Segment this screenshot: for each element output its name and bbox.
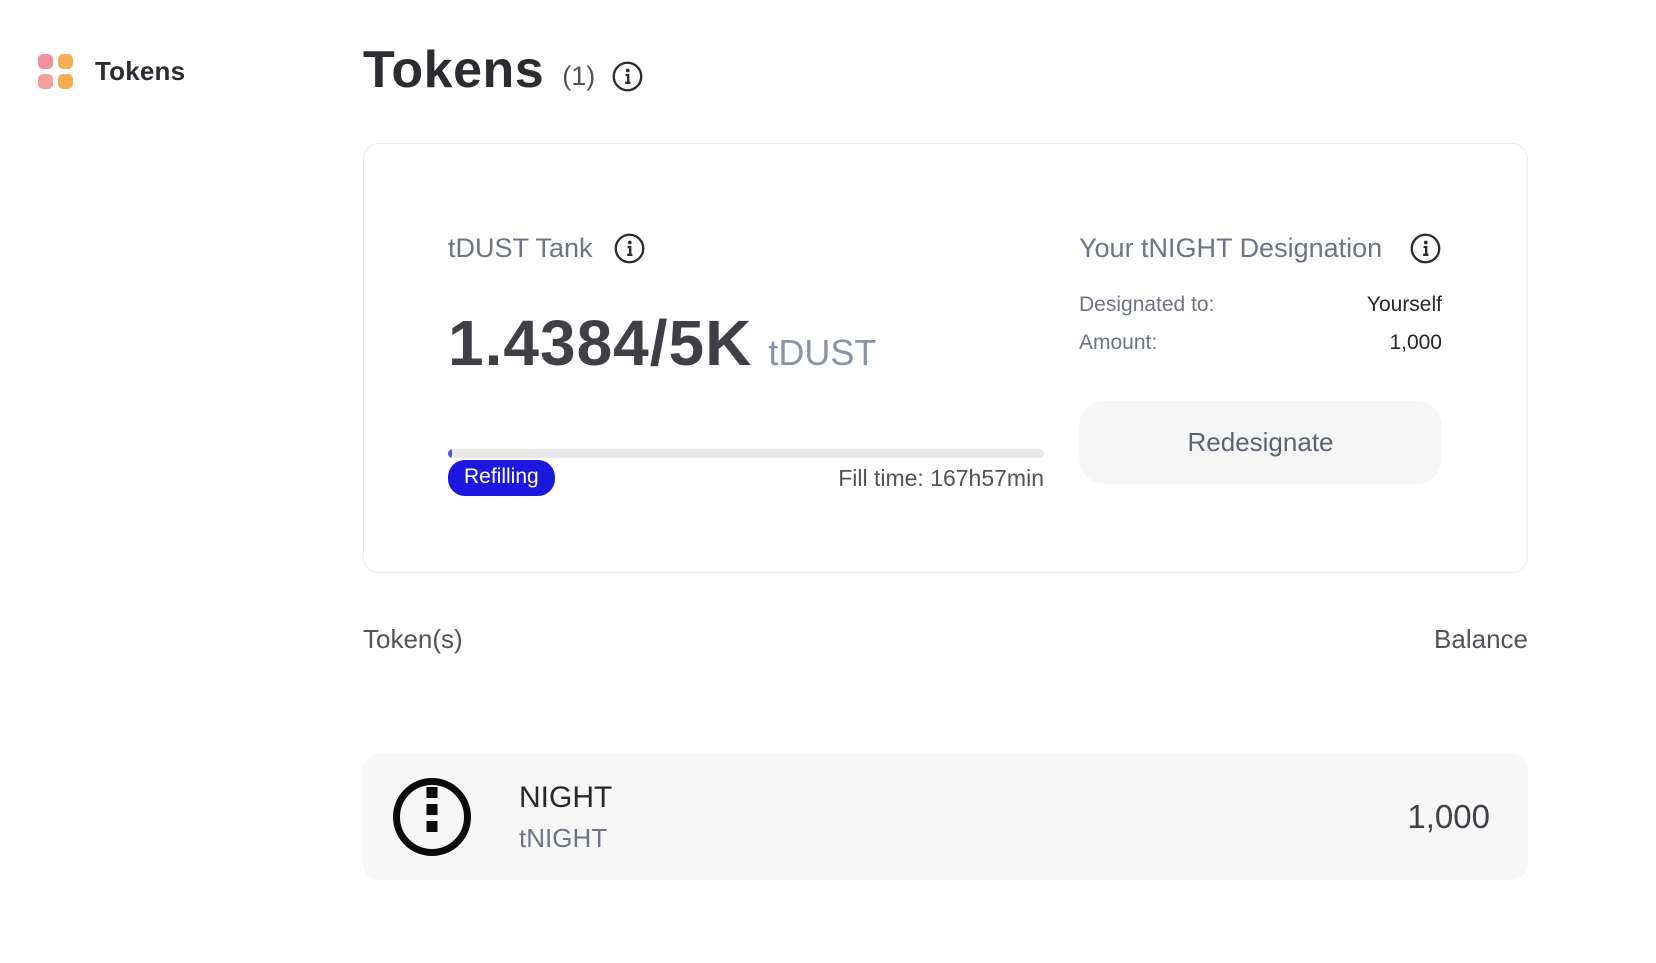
page-title: Tokens [363,41,545,99]
amount-row: Amount: 1,000 [1079,331,1442,355]
tank-unit: tDUST [768,332,877,373]
tank-progress-bar [448,449,1044,458]
tank-value-row: 1.4384/5K tDUST [448,306,876,380]
tank-value: 1.4384/5K [448,307,753,379]
designated-to-value: Yourself [1366,293,1442,316]
sidebar-item-tokens[interactable]: Tokens [38,54,185,89]
tokens-column-header: Token(s) [363,624,463,654]
tnight-designation-section: Your tNIGHT Designation Designated to: Y… [1079,232,1442,355]
designated-to-label: Designated to: [1079,293,1215,316]
tdust-tank-card: tDUST Tank 1.4384/5K tDUST Refilling Fil… [363,143,1528,573]
tank-info-icon[interactable] [613,232,646,265]
designated-to-row: Designated to: Yourself [1079,293,1442,317]
designation-title: Your tNIGHT Designation [1079,233,1383,263]
token-balance: 1,000 [1407,798,1490,835]
page-info-icon[interactable] [611,60,644,93]
page-header: Tokens (1) [363,40,644,100]
night-token-icon [393,778,471,856]
token-list-header: Token(s) Balance [363,624,1528,655]
redesignate-button[interactable]: Redesignate [1079,401,1442,484]
balance-column-header: Balance [1434,624,1528,654]
refilling-status-badge: Refilling [448,460,555,496]
amount-value: 1,000 [1389,331,1442,354]
tank-progress-fill [448,449,452,458]
token-count-badge: (1) [562,60,596,91]
tokens-grid-icon [38,54,73,89]
tank-title: tDUST Tank [448,233,593,263]
token-row-night[interactable]: NIGHT tNIGHT 1,000 [363,754,1528,880]
amount-label: Amount: [1079,331,1158,354]
designation-info-icon[interactable] [1409,232,1442,265]
fill-time-label: Fill time: 167h57min [838,464,1044,491]
token-name: NIGHT [519,780,613,814]
sidebar-item-label: Tokens [95,56,186,86]
token-symbol: tNIGHT [519,822,608,853]
